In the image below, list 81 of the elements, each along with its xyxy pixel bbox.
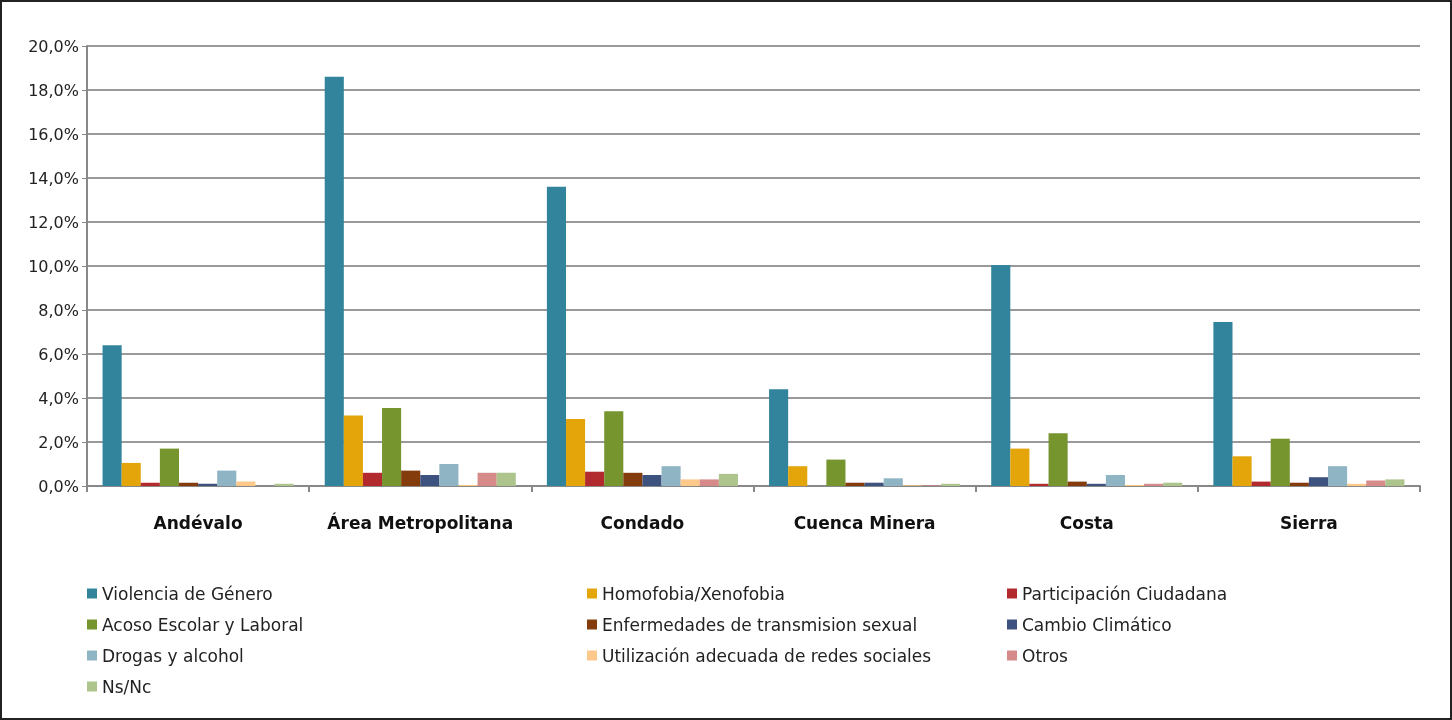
y-tick-label: 4,0% — [38, 388, 79, 408]
bar — [680, 479, 700, 486]
x-tick-label: Sierra — [1279, 512, 1338, 533]
bar — [236, 481, 256, 486]
bar — [1163, 482, 1183, 486]
bar — [496, 472, 516, 486]
bar — [1067, 481, 1087, 486]
y-tick-label: 6,0% — [38, 344, 79, 364]
bar — [1289, 482, 1309, 486]
bar — [642, 475, 662, 486]
bar — [585, 471, 605, 486]
bar — [382, 407, 402, 486]
bar — [1010, 448, 1030, 486]
bar — [420, 475, 440, 486]
bar — [1328, 466, 1348, 486]
y-tick-label: 18,0% — [28, 80, 79, 100]
x-tick-label: Área Metropolitana — [327, 511, 514, 533]
legend-label: Utilización adecuada de redes sociales — [602, 645, 932, 666]
bar — [1308, 477, 1329, 486]
y-tick-label: 12,0% — [28, 212, 79, 232]
y-tick-label: 20,0% — [28, 36, 79, 56]
bar — [1232, 456, 1252, 486]
bar — [121, 462, 141, 486]
x-tick-label: Andévalo — [153, 512, 243, 533]
bar — [661, 466, 681, 486]
x-tick-label: Condado — [600, 512, 685, 533]
bar — [1029, 483, 1049, 486]
y-tick-label: 14,0% — [28, 168, 79, 188]
bar — [1347, 483, 1367, 486]
bar — [1270, 438, 1290, 486]
bar — [362, 472, 383, 486]
bar — [1048, 433, 1068, 486]
legend-label: Acoso Escolar y Laboral — [102, 614, 304, 635]
bar — [343, 415, 363, 486]
bar — [1213, 322, 1233, 486]
legend-label: Homofobia/Xenofobia — [602, 583, 786, 604]
bar — [274, 483, 294, 486]
bar — [198, 483, 218, 486]
bar — [102, 345, 122, 486]
bar — [140, 482, 160, 486]
bar — [769, 389, 789, 486]
bar — [883, 478, 903, 486]
bar — [1105, 475, 1125, 486]
bar — [788, 466, 808, 486]
bar — [217, 470, 237, 486]
bar — [864, 482, 884, 486]
y-tick-label: 0,0% — [38, 476, 79, 496]
legend-label: Violencia de Género — [102, 583, 273, 604]
bar — [1251, 481, 1271, 486]
legend-label: Cambio Climático — [1022, 614, 1172, 635]
legend-label: Ns/Nc — [102, 676, 152, 697]
bar — [718, 473, 738, 486]
bar — [439, 464, 459, 486]
bar — [401, 470, 421, 486]
bar — [546, 186, 566, 486]
y-tick-label: 10,0% — [28, 256, 79, 276]
bar — [324, 76, 344, 486]
bar — [623, 472, 643, 486]
bar — [1144, 483, 1164, 486]
y-tick-label: 16,0% — [28, 124, 79, 144]
bar — [1086, 483, 1106, 486]
y-tick-label: 2,0% — [38, 432, 79, 452]
bar — [1385, 479, 1405, 486]
bar — [991, 264, 1011, 486]
bar — [941, 483, 961, 486]
legend-label: Otros — [1022, 645, 1069, 666]
bar — [178, 482, 199, 486]
x-tick-label: Costa — [1059, 512, 1114, 533]
x-tick-label: Cuenca Minera — [793, 512, 936, 533]
bar — [1366, 480, 1386, 486]
legend-label: Enfermedades de transmision sexual — [602, 614, 918, 635]
bar — [604, 411, 624, 486]
bar — [159, 448, 179, 486]
legend-label: Participación Ciudadana — [1022, 583, 1228, 604]
bar — [699, 479, 719, 486]
y-tick-label: 8,0% — [38, 300, 79, 320]
legend-label: Drogas y alcohol — [102, 645, 244, 666]
bar — [477, 472, 497, 486]
bar — [826, 459, 846, 486]
bar — [845, 482, 865, 486]
bar — [565, 418, 586, 486]
